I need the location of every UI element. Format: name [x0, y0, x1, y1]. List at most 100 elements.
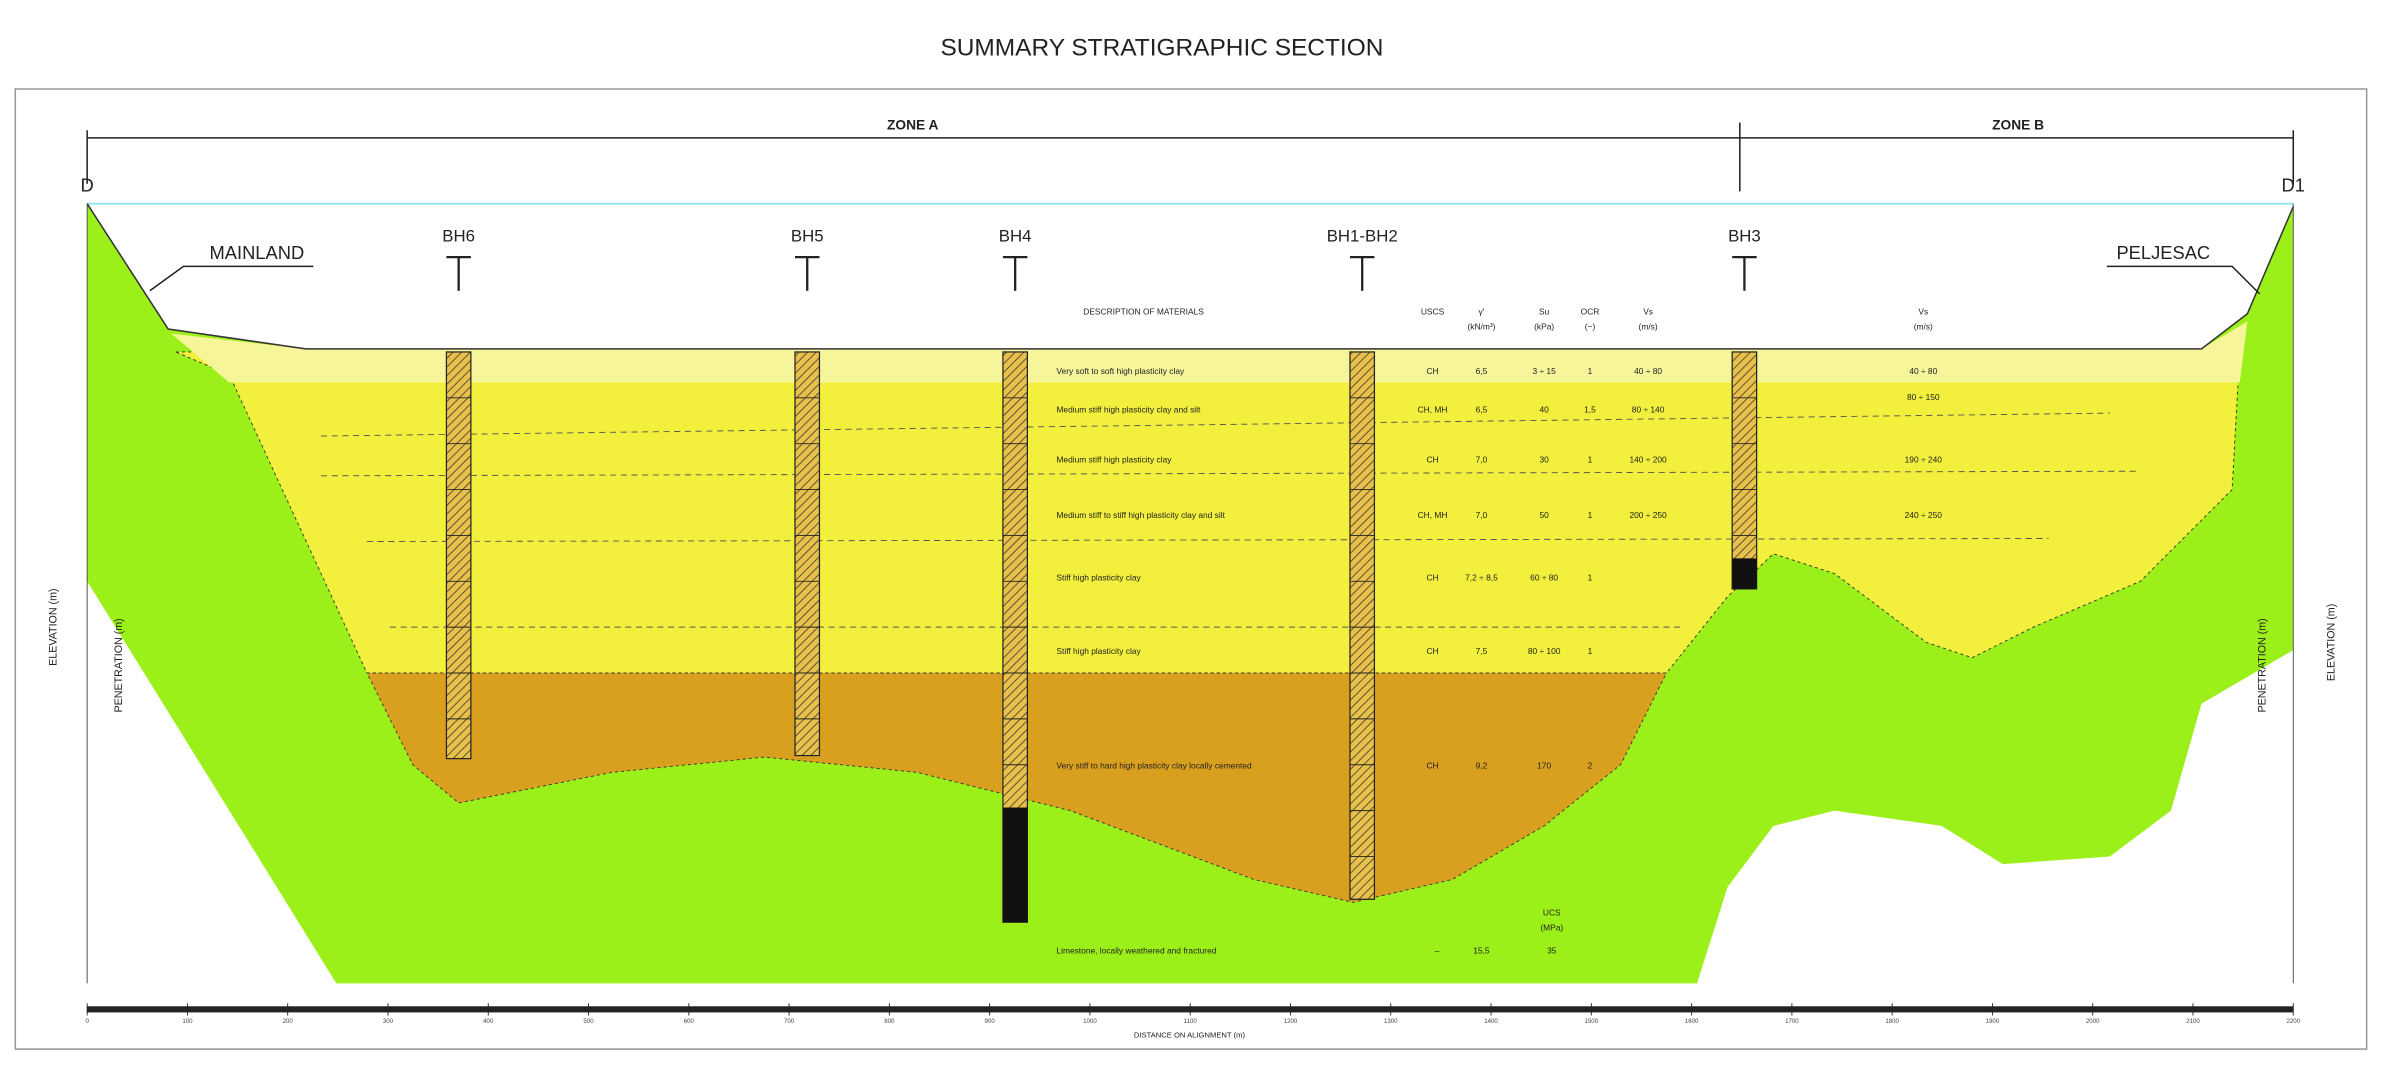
borehole-label: BH3 — [1728, 227, 1761, 246]
table-value: 80 ÷ 140 — [1632, 404, 1665, 414]
table-value: 40 ÷ 80 — [1634, 366, 1662, 376]
table-header: Su — [1539, 306, 1550, 316]
tick-label: 1200 — [1284, 1018, 1298, 1025]
table-header: (MPa) — [1540, 923, 1563, 933]
section-end: D — [81, 175, 94, 196]
table-value: 140 ÷ 200 — [1629, 455, 1667, 465]
table-value: 1,5 — [1584, 404, 1596, 414]
table-value: CH — [1426, 646, 1438, 656]
tick-label: 700 — [784, 1018, 795, 1025]
seabed — [86, 203, 2294, 350]
leader — [2106, 265, 2261, 295]
tick-label: 200 — [283, 1018, 294, 1025]
table-value: 7,0 — [1476, 510, 1488, 520]
table-value: CH, MH — [1418, 510, 1448, 520]
material-description: Medium stiff high plasticity clay — [1056, 455, 1172, 465]
table-value: 60 ÷ 80 — [1530, 572, 1558, 582]
material-description: Limestone, locally weathered and fractur… — [1056, 945, 1216, 955]
table-header: UCS — [1543, 907, 1561, 917]
table-header: (−) — [1585, 322, 1596, 332]
borehole-log — [794, 351, 821, 757]
material-description: Medium stiff to stiff high plasticity cl… — [1056, 510, 1225, 520]
table-value: 6,5 — [1476, 366, 1488, 376]
table-value: 40 ÷ 80 — [1909, 366, 1937, 376]
tick-label: 100 — [182, 1018, 193, 1025]
tick-label: 1100 — [1184, 1018, 1198, 1025]
table-value: 9,2 — [1476, 760, 1488, 770]
section-end: D1 — [2282, 175, 2305, 196]
borehole-label: BH5 — [791, 227, 824, 246]
place-label: PELJESAC — [2116, 242, 2210, 263]
zone-label: ZONE B — [1992, 117, 2044, 132]
tick-label: 2000 — [2086, 1018, 2100, 1025]
table-value: 200 ÷ 250 — [1629, 510, 1667, 520]
tick-label: 300 — [383, 1018, 394, 1025]
tick-label: 500 — [583, 1018, 594, 1025]
table-header: γ' — [1479, 306, 1485, 316]
frame — [14, 88, 2368, 1050]
tick-label: 1000 — [1083, 1018, 1097, 1025]
distance-ticks: 0 100 200 300 400 500 600 700 800 900 1000 1100 1200… — [85, 1003, 2301, 1025]
table-value: CH — [1426, 760, 1438, 770]
boreholes: BH6 BH5 BH4 BH1-BH2 BH3 — [442, 227, 1761, 923]
tick-label: 2200 — [2286, 1018, 2300, 1025]
table-value: 7,0 — [1476, 455, 1488, 465]
table-value: 7,5 — [1476, 646, 1488, 656]
tick-label: 1400 — [1484, 1018, 1498, 1025]
rock-core — [1732, 558, 1757, 589]
borehole-log — [1731, 351, 1758, 590]
tick-label: 1300 — [1384, 1018, 1398, 1025]
table-header: DESCRIPTION OF MATERIALS — [1083, 306, 1204, 316]
table-value: – — [1435, 945, 1440, 955]
borehole-label: BH4 — [999, 227, 1032, 246]
table-value: 190 ÷ 240 — [1905, 455, 1943, 465]
material-description: Stiff high plasticity clay — [1056, 572, 1141, 582]
tick-label: 1600 — [1685, 1018, 1699, 1025]
title: SUMMARY STRATIGRAPHIC SECTION — [940, 35, 1383, 62]
table-value: 3 ÷ 15 — [1532, 366, 1556, 376]
table-header: OCR — [1581, 306, 1600, 316]
table-value: CH — [1426, 366, 1438, 376]
table-value: 6,5 — [1476, 404, 1488, 414]
material-description: Medium stiff high plasticity clay and si… — [1056, 404, 1201, 414]
table-header: Vs — [1643, 306, 1653, 316]
table-value: 2 — [1588, 760, 1593, 770]
axis-label: PENETRATION (m) — [113, 618, 125, 712]
table-value: CH — [1426, 572, 1438, 582]
zone-lines — [86, 122, 2295, 192]
materials-table: DESCRIPTION OF MATERIALS USCS γ' (kN/m³) Su (… — [1056, 306, 1942, 955]
material-description: Stiff high plasticity clay — [1056, 646, 1141, 656]
table-value: 15,5 — [1473, 945, 1490, 955]
place-label: MAINLAND — [209, 242, 304, 263]
tick-label: 0 — [85, 1018, 89, 1025]
tick-label: 1800 — [1885, 1018, 1899, 1025]
table-value: 50 — [1539, 510, 1549, 520]
layer-boundaries — [321, 412, 2141, 628]
table-value: 1 — [1588, 366, 1593, 376]
borehole-label: BH1-BH2 — [1327, 227, 1398, 246]
borehole-log — [1349, 351, 1376, 900]
leader — [149, 265, 314, 292]
tick-label: 1900 — [1986, 1018, 2000, 1025]
table-value: 80 ÷ 100 — [1528, 646, 1561, 656]
tick-label: 600 — [684, 1018, 695, 1025]
tick-label: 900 — [985, 1018, 996, 1025]
table-value: 1 — [1588, 646, 1593, 656]
table-value: 1 — [1588, 572, 1593, 582]
tick-label: 1500 — [1585, 1018, 1599, 1025]
table-header: Vs — [1918, 306, 1928, 316]
table-value: 7,2 ÷ 8,5 — [1465, 572, 1498, 582]
table-header: (m/s) — [1639, 322, 1658, 332]
axis-label: DISTANCE ON ALIGNMENT (m) — [1134, 1030, 1246, 1039]
table-header: USCS — [1421, 306, 1445, 316]
rock-core — [1002, 807, 1028, 923]
table-value: 240 ÷ 250 — [1905, 510, 1943, 520]
axis-label: ELEVATION (m) — [2325, 604, 2337, 681]
table-value: 30 — [1539, 455, 1549, 465]
material-description: Very soft to soft high plasticity clay — [1056, 366, 1185, 376]
tick-label: 800 — [884, 1018, 895, 1025]
zone-label: ZONE A — [887, 117, 939, 132]
tick-label: 2100 — [2186, 1018, 2200, 1025]
table-value: CH, MH — [1418, 404, 1448, 414]
